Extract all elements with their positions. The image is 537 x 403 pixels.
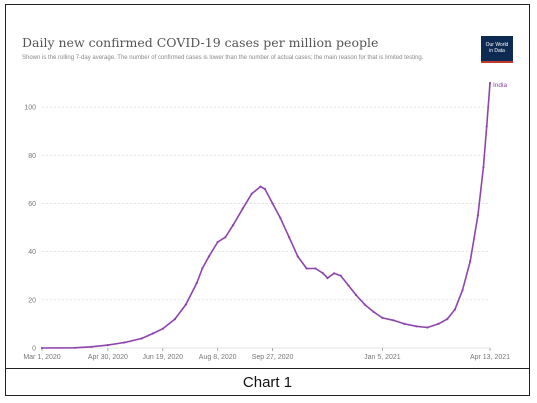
- series-line-india: [41, 82, 491, 349]
- data-point: [279, 216, 282, 219]
- data-point: [241, 207, 244, 210]
- figure-frame: [5, 4, 530, 396]
- data-point: [485, 125, 488, 128]
- data-point: [482, 166, 485, 169]
- data-point: [161, 327, 164, 330]
- data-point: [488, 81, 492, 85]
- data-point: [403, 322, 406, 325]
- data-point: [151, 332, 154, 335]
- x-tick-label: Jan 5, 2021: [364, 354, 401, 361]
- x-tick-label: Sep 27, 2020: [252, 354, 294, 361]
- y-tick-label: 60: [28, 201, 36, 208]
- caption-row: Chart 1: [5, 368, 530, 396]
- data-point: [415, 325, 418, 328]
- data-point: [201, 267, 204, 270]
- data-point: [263, 187, 266, 191]
- data-point: [259, 185, 262, 188]
- series-label: India: [493, 82, 507, 89]
- y-tick-label: 80: [28, 153, 36, 160]
- data-point: [305, 267, 308, 270]
- data-point: [381, 316, 384, 319]
- data-point: [326, 277, 329, 280]
- y-tick-label: 0: [32, 346, 36, 353]
- data-point: [469, 260, 472, 263]
- data-point: [40, 346, 44, 350]
- x-tick-label: Apr 30, 2020: [88, 354, 128, 361]
- x-tick-label: Mar 1, 2020: [23, 354, 60, 361]
- data-point: [123, 341, 126, 344]
- logo-line-2: in Data: [489, 48, 505, 54]
- x-tick-label: Aug 8, 2020: [199, 354, 237, 361]
- x-tick-label: Jun 19, 2020: [143, 354, 184, 361]
- x-tick-label: Apr 13, 2021: [470, 354, 510, 361]
- data-point: [314, 267, 317, 270]
- data-point: [73, 346, 76, 349]
- data-point: [437, 322, 440, 325]
- data-point: [106, 344, 109, 347]
- y-tick-label: 40: [28, 249, 36, 256]
- chart-title: Daily new confirmed COVID-19 cases per m…: [22, 35, 379, 50]
- data-point: [232, 224, 235, 227]
- source-logo: Our World in Data: [481, 36, 513, 63]
- data-point: [173, 318, 176, 321]
- data-point: [250, 192, 253, 195]
- data-point: [392, 319, 395, 322]
- figure-caption: Chart 1: [242, 374, 293, 391]
- y-tick-label: 100: [24, 105, 36, 112]
- chart-subtitle: Shown is the rolling 7-day average. The …: [22, 55, 424, 61]
- data-point: [322, 272, 325, 275]
- data-point: [195, 281, 198, 285]
- data-point: [207, 255, 210, 258]
- y-tick-label: 20: [28, 297, 36, 304]
- data-point: [347, 284, 350, 287]
- data-point: [224, 236, 227, 239]
- data-point: [446, 318, 449, 321]
- data-point: [426, 326, 429, 329]
- data-point: [461, 289, 464, 292]
- data-point: [140, 337, 143, 340]
- data-point: [354, 293, 358, 297]
- data-point: [271, 202, 274, 205]
- data-point: [184, 303, 187, 306]
- data-point: [372, 310, 375, 313]
- data-point: [476, 214, 479, 217]
- data-point: [216, 240, 219, 244]
- data-point: [453, 308, 456, 311]
- data-point: [339, 274, 342, 277]
- data-point: [333, 272, 336, 275]
- logo-line-1: Our World: [485, 42, 509, 48]
- data-point: [288, 236, 291, 239]
- data-point: [363, 303, 366, 306]
- data-point: [90, 345, 93, 348]
- data-point: [296, 255, 299, 258]
